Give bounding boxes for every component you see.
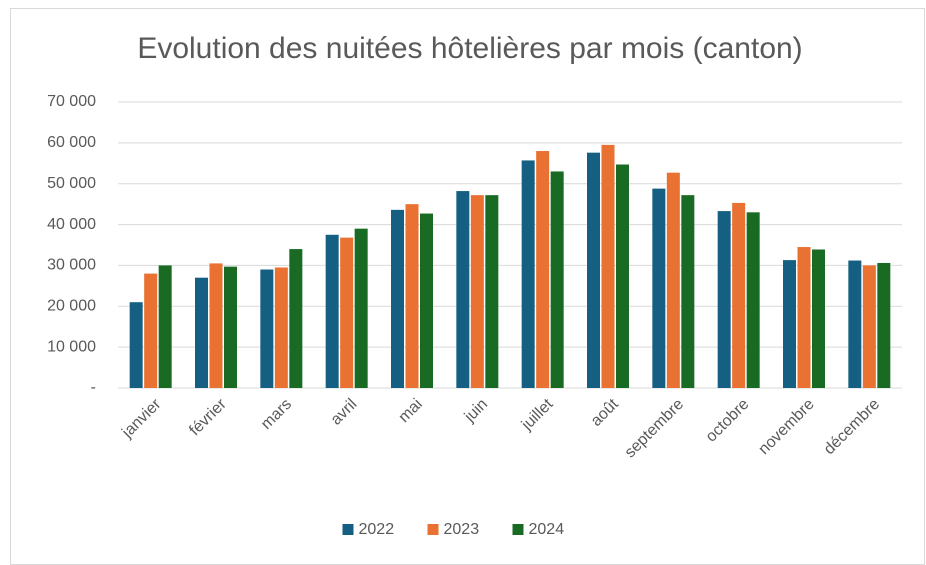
y-tick-label: 50 000: [47, 175, 96, 192]
bar: [783, 260, 796, 388]
bar: [652, 188, 666, 388]
legend-label: 2024: [529, 521, 565, 538]
bar: [195, 277, 208, 388]
y-tick-label: 20 000: [47, 298, 96, 315]
bar: [274, 267, 288, 388]
legend-swatch: [512, 524, 524, 535]
y-tick-label: 70 000: [47, 93, 96, 110]
bar: [862, 265, 876, 388]
bar: [456, 191, 470, 388]
bar: [420, 213, 433, 388]
bar: [209, 263, 223, 388]
bar: [732, 202, 746, 388]
bar: [485, 195, 499, 388]
bar: [797, 247, 811, 388]
bar: [601, 144, 615, 388]
bar: [587, 152, 600, 388]
bar: [144, 273, 158, 388]
bar: [812, 249, 825, 388]
bar: [340, 237, 354, 388]
bar: [224, 266, 237, 388]
bar: [717, 211, 731, 388]
bar: [325, 234, 339, 388]
y-tick-label: 30 000: [47, 257, 96, 274]
chart-title: Evolution des nuitées hôtelières par moi…: [137, 32, 802, 65]
legend-swatch: [427, 524, 439, 535]
legend-label: 2023: [444, 521, 480, 538]
y-tick-label: 60 000: [47, 134, 96, 151]
bar: [536, 151, 550, 388]
bar: [405, 204, 419, 388]
bar: [391, 209, 404, 388]
bar: [289, 249, 303, 388]
y-tick-label: -: [91, 379, 96, 396]
bar: [129, 302, 143, 388]
y-tick-label: 40 000: [47, 216, 96, 233]
bar: [666, 172, 680, 388]
bar: [470, 195, 484, 388]
legend-label: 2022: [359, 521, 395, 538]
bar: [746, 212, 760, 388]
bar: [158, 265, 172, 388]
bar: [521, 160, 535, 388]
bar: [848, 260, 862, 388]
bar: [354, 228, 368, 388]
legend-swatch: [342, 524, 354, 535]
bar: [616, 164, 629, 388]
bar: [681, 195, 695, 388]
bar: [550, 171, 564, 388]
y-tick-label: 10 000: [47, 338, 96, 355]
bar: [260, 269, 274, 388]
bar: [877, 262, 891, 388]
